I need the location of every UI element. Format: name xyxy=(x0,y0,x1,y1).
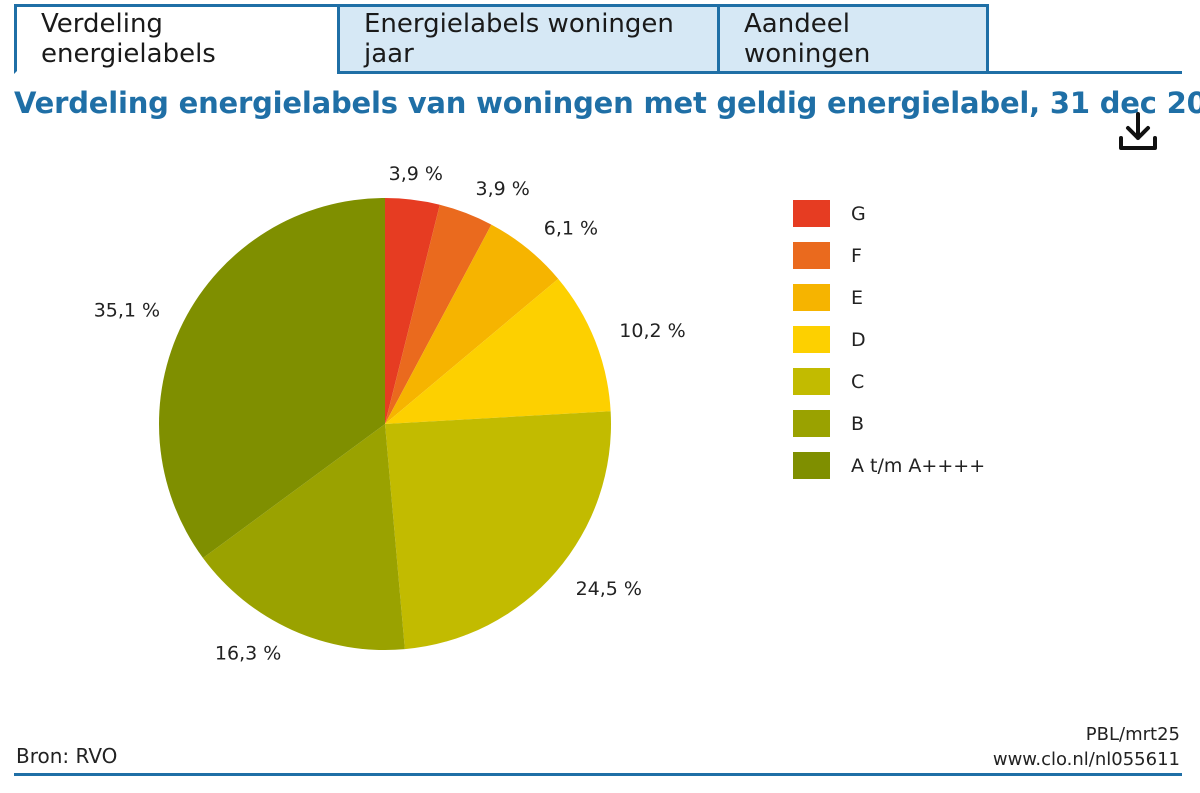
pie-slice-d[interactable] xyxy=(385,278,611,424)
pie-slice-b[interactable] xyxy=(203,424,405,650)
legend-swatch xyxy=(793,368,830,395)
legend-swatch xyxy=(793,242,830,269)
pie-slice-f[interactable] xyxy=(385,204,492,424)
pie-slice-c[interactable] xyxy=(385,411,611,650)
legend-swatch xyxy=(793,326,830,353)
credits: PBL/mrt25 www.clo.nl/nl055611 xyxy=(993,722,1180,772)
source-text: Bron: RVO xyxy=(16,744,118,768)
slice-value-label: 24,5 % xyxy=(576,578,642,600)
download-icon[interactable] xyxy=(1116,110,1160,154)
chart-title: Verdeling energielabels van woningen met… xyxy=(14,86,1200,120)
legend-swatch xyxy=(793,200,830,227)
credit-url[interactable]: www.clo.nl/nl055611 xyxy=(992,749,1180,770)
legend-label: G xyxy=(851,203,866,225)
slice-value-label: 10,2 % xyxy=(619,320,685,342)
legend-label: E xyxy=(851,287,863,309)
legend-label: B xyxy=(851,413,864,435)
pie-slice-g[interactable] xyxy=(385,198,440,424)
pie-slice-a-t-m-a-[interactable] xyxy=(159,198,385,558)
slice-value-label: 35,1 % xyxy=(94,299,160,321)
legend-label: F xyxy=(851,245,862,267)
tab-underline xyxy=(338,71,1182,74)
slice-value-label: 3,9 % xyxy=(476,178,530,200)
slice-value-label: 16,3 % xyxy=(215,643,281,665)
legend-swatch xyxy=(793,452,830,479)
legend-label: C xyxy=(851,371,864,393)
credit-code: PBL/mrt25 xyxy=(1085,724,1180,745)
bottom-rule xyxy=(14,773,1182,776)
slice-value-label: 6,1 % xyxy=(544,217,598,239)
slice-value-label: 3,9 % xyxy=(389,163,443,185)
legend-swatch xyxy=(793,410,830,437)
legend-label: D xyxy=(851,329,866,351)
legend-swatch xyxy=(793,284,830,311)
tab-verdeling-energielabels[interactable]: Verdeling energielabels xyxy=(14,4,340,74)
pie-slice-e[interactable] xyxy=(385,224,559,424)
legend-label: A t/m A++++ xyxy=(851,455,985,477)
